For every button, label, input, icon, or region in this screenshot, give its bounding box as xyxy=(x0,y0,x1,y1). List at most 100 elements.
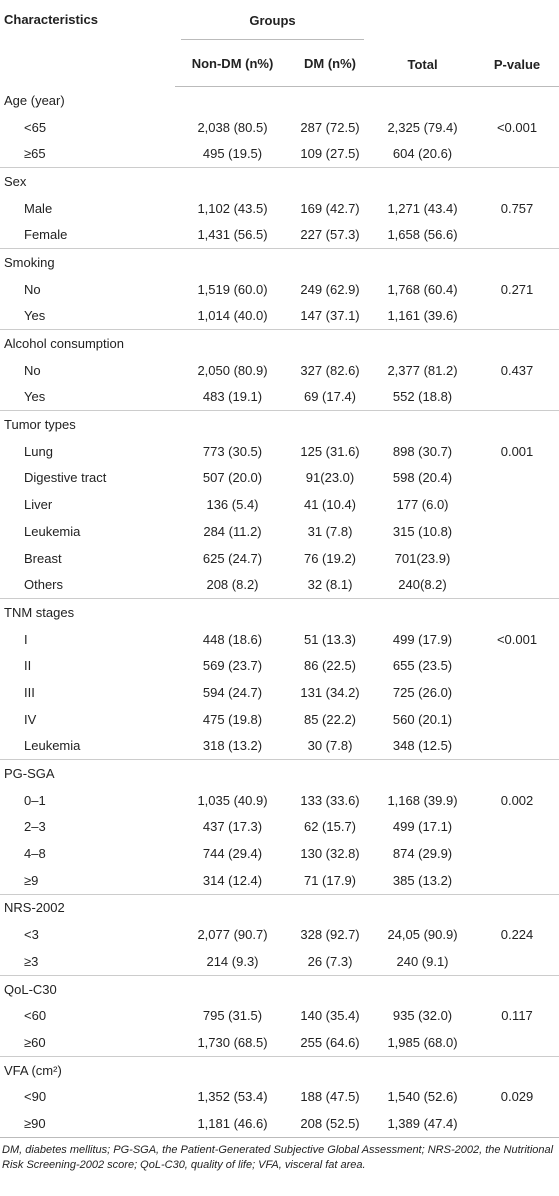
cell: 604 (20.6) xyxy=(392,146,453,162)
row-label: 2–3 xyxy=(24,819,46,835)
row-label: II xyxy=(24,658,32,674)
data-row: IV 475 (19.8) 85 (22.2) 560 (20.1) xyxy=(0,706,559,733)
row-label: Yes xyxy=(24,308,46,324)
cell: 499 (17.9) xyxy=(392,631,453,647)
cell: 2,077 (90.7) xyxy=(197,927,268,943)
cell: 76 (19.2) xyxy=(303,550,357,566)
header-cell: Total xyxy=(370,0,476,87)
row-label: III xyxy=(24,684,35,700)
row-label: No xyxy=(24,362,41,378)
cell: 495 (19.5) xyxy=(202,146,263,162)
row-label: ≥65 xyxy=(24,146,46,162)
cell: 655 (23.5) xyxy=(392,658,453,674)
cell: 240(8.2) xyxy=(398,577,447,593)
row-label: <90 xyxy=(24,1089,47,1105)
cell xyxy=(475,545,559,572)
section-label: QoL-C30 xyxy=(0,974,559,1003)
cell: 1,519 (60.0) xyxy=(197,281,268,297)
row-label: ≥3 xyxy=(24,953,39,969)
cell xyxy=(475,1110,559,1138)
row-label: Male xyxy=(24,200,53,216)
cell: 898 (30.7) xyxy=(392,443,453,459)
cell xyxy=(475,491,559,518)
data-row: No 1,519 (60.0) 249 (62.9) 1,768 (60.4) 0.27… xyxy=(0,276,559,303)
cell: 483 (19.1) xyxy=(202,389,263,405)
section-row: PG-SGA xyxy=(0,759,559,787)
cell: 552 (18.8) xyxy=(392,389,453,405)
cell xyxy=(475,840,559,867)
cell: 227 (57.3) xyxy=(300,227,360,243)
data-row: 4–8 744 (29.4) 130 (32.8) 874 (29.9) xyxy=(0,840,559,867)
cell: 499 (17.1) xyxy=(392,819,453,835)
cell: 1,985 (68.0) xyxy=(387,1034,458,1050)
cell: 1,540 (52.6) xyxy=(387,1089,458,1105)
data-row: II 569 (23.7) 86 (22.5) 655 (23.5) xyxy=(0,652,559,679)
section-label: PG-SGA xyxy=(0,759,559,787)
cell: 130 (32.8) xyxy=(300,846,360,862)
data-row: No 2,050 (80.9) 327 (82.6) 2,377 (81.2) 0.43… xyxy=(0,357,559,384)
header-group: Groups xyxy=(175,0,370,40)
row-label: Digestive tract xyxy=(24,470,107,486)
header-text: Groups xyxy=(249,12,296,28)
cell: 71 (17.9) xyxy=(303,872,357,888)
cell: 136 (5.4) xyxy=(206,497,259,513)
data-row: Yes 483 (19.1) 69 (17.4) 552 (18.8) xyxy=(0,384,559,411)
section-row: TNM stages xyxy=(0,598,559,626)
cell: <0.001 xyxy=(496,119,538,135)
header-cell: Characteristics xyxy=(4,12,98,27)
cell: 318 (13.2) xyxy=(202,738,263,754)
data-row: <3 2,077 (90.7) 328 (92.7) 24,05 (90.9) 0.22… xyxy=(0,921,559,948)
row-label: Female xyxy=(24,227,68,243)
data-row: Female 1,431 (56.5) 227 (57.3) 1,658 (56.6) xyxy=(0,221,559,248)
section-row: Tumor types xyxy=(0,410,559,438)
section-row: VFA (cm²) xyxy=(0,1055,559,1084)
group-rule xyxy=(181,39,365,40)
cell xyxy=(475,652,559,679)
cell: 773 (30.5) xyxy=(202,443,263,459)
cell xyxy=(475,814,559,841)
cell: 0.117 xyxy=(501,1008,533,1024)
cell: 31 (7.8) xyxy=(307,523,353,539)
cell: 594 (24.7) xyxy=(202,684,263,700)
cell: 1,161 (39.6) xyxy=(387,308,458,324)
section-label: Alcohol consumption xyxy=(0,329,559,357)
cell xyxy=(475,140,559,167)
data-row: ≥65 495 (19.5) 109 (27.5) 604 (20.6) xyxy=(0,140,559,167)
cell: 2,325 (79.4) xyxy=(387,119,458,135)
cell: 255 (64.6) xyxy=(300,1034,360,1050)
cell: <0.001 xyxy=(496,631,538,647)
data-row: ≥9 314 (12.4) 71 (17.9) 385 (13.2) xyxy=(0,867,559,894)
data-row: ≥90 1,181 (46.6) 208 (52.5) 1,389 (47.4) xyxy=(0,1110,559,1138)
cell xyxy=(475,571,559,598)
cell xyxy=(475,221,559,248)
cell: 208 (8.2) xyxy=(206,577,259,593)
cell: 1,168 (39.9) xyxy=(387,792,458,808)
cell: 30 (7.8) xyxy=(307,738,353,754)
cell: 125 (31.6) xyxy=(300,443,360,459)
row-label: <60 xyxy=(24,1008,47,1024)
section-label: Smoking xyxy=(0,248,559,276)
cell: 177 (6.0) xyxy=(396,497,449,513)
section-row: Age (year) xyxy=(0,87,559,114)
cell: 560 (20.1) xyxy=(392,711,453,727)
data-row: 0–1 1,035 (40.9) 133 (33.6) 1,168 (39.9) 0.0… xyxy=(0,787,559,814)
row-label: I xyxy=(24,631,28,647)
cell: 0.224 xyxy=(500,927,534,943)
row-label: No xyxy=(24,281,41,297)
section-label: NRS-2002 xyxy=(0,893,559,922)
row-label: <65 xyxy=(24,119,47,135)
cell xyxy=(475,303,559,330)
cell: 935 (32.0) xyxy=(392,1008,453,1024)
row-label: Others xyxy=(24,577,64,593)
section-label: Tumor types xyxy=(0,410,559,438)
cell: 315 (10.8) xyxy=(392,523,453,539)
cell: 1,658 (56.6) xyxy=(387,227,458,243)
cell xyxy=(475,733,559,760)
cell: 1,768 (60.4) xyxy=(387,281,458,297)
cell: 1,014 (40.0) xyxy=(197,308,268,324)
cell: 1,181 (46.6) xyxy=(175,1110,290,1138)
cell: 1,102 (43.5) xyxy=(197,200,268,216)
section-label: VFA (cm²) xyxy=(0,1055,559,1084)
cell: 24,05 (90.9) xyxy=(387,927,458,943)
